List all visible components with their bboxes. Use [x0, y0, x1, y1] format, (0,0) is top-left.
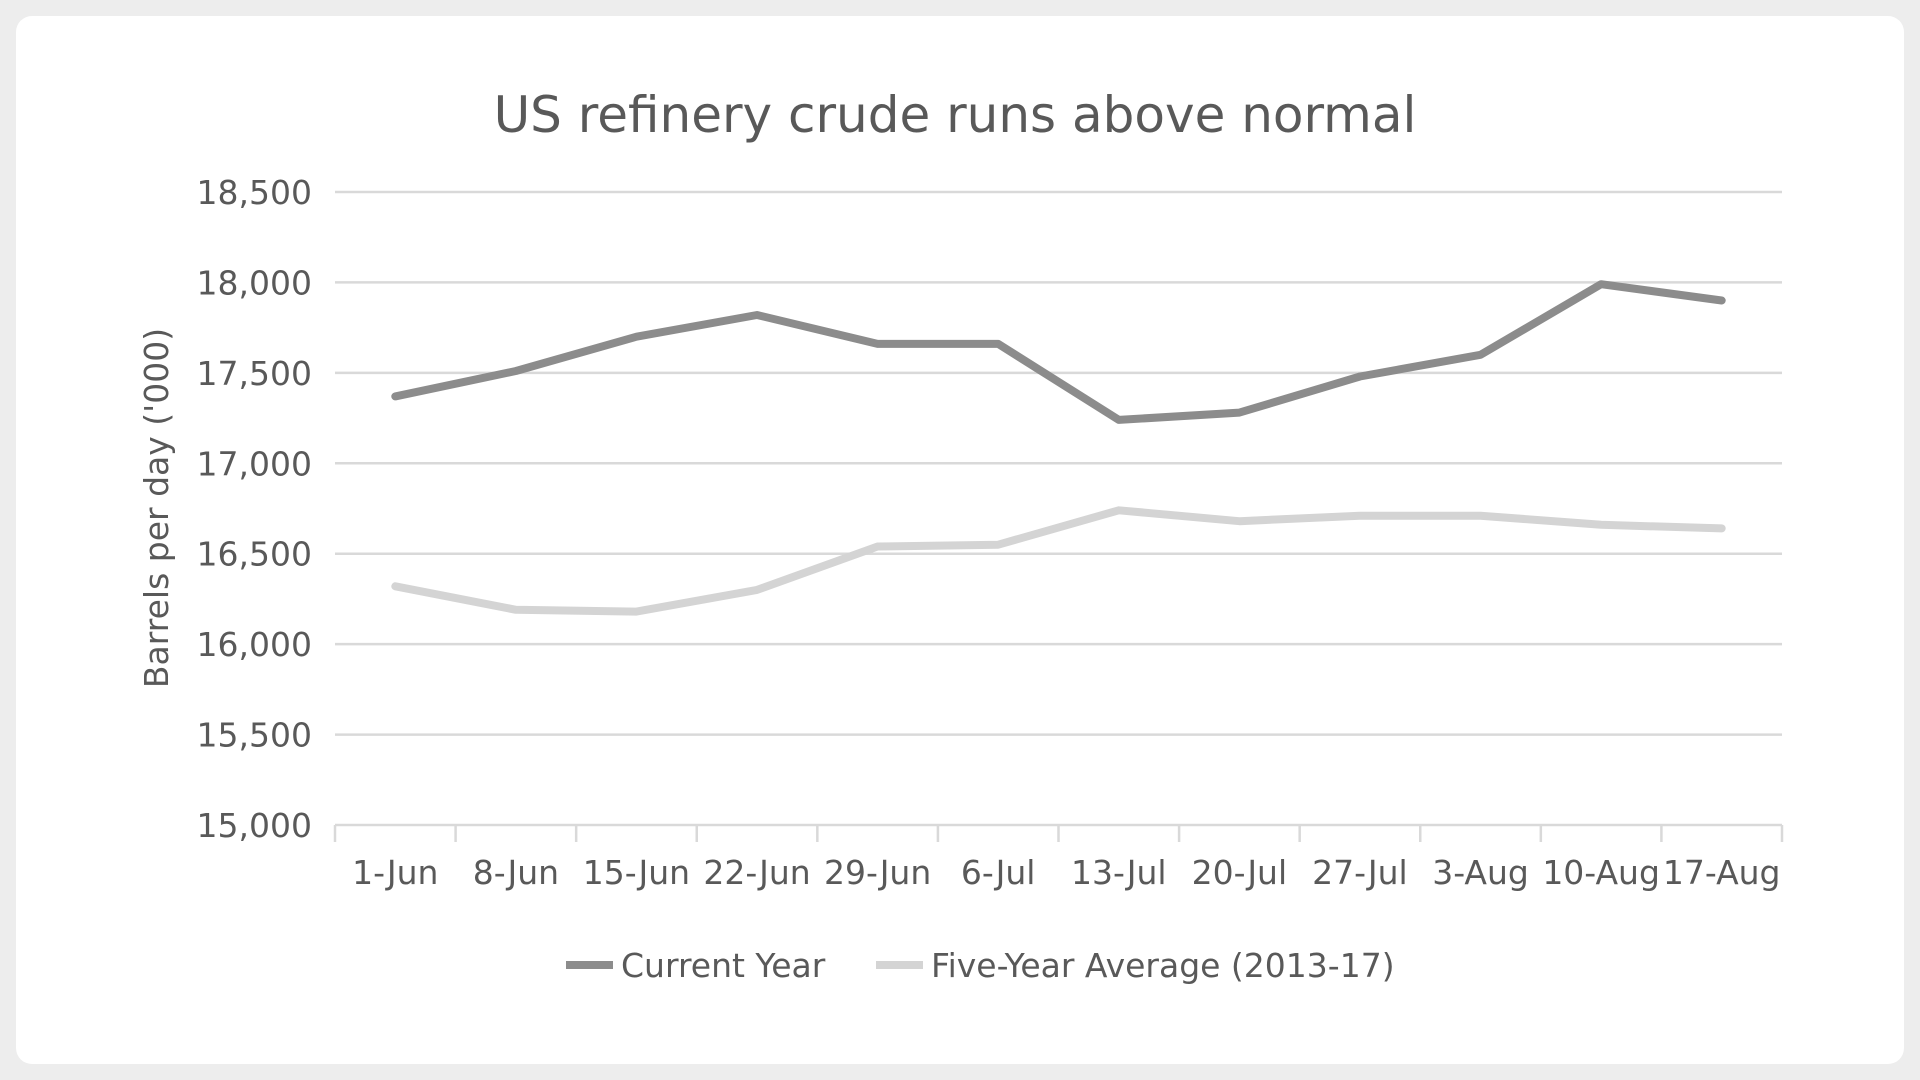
y-axis-title: Barrels per day ('000) — [137, 328, 176, 688]
x-tick-label: 10-Aug — [1542, 853, 1660, 892]
x-tick-label: 13-Jul — [1071, 853, 1167, 892]
y-tick-label: 16,000 — [197, 625, 312, 664]
series-line-0 — [391, 280, 1726, 424]
legend-label: Five-Year Average (2013-17) — [931, 946, 1395, 985]
x-tick-label: 3-Aug — [1432, 853, 1529, 892]
legend: Current Year Five-Year Average (2013-17) — [566, 946, 1395, 985]
y-tick-label: 15,000 — [197, 806, 312, 845]
y-tick-label: 16,500 — [197, 535, 312, 574]
chart-card — [16, 16, 1904, 1064]
legend-label: Current Year — [621, 946, 826, 985]
y-tick-label: 15,500 — [197, 716, 312, 755]
y-axis-ticks: 15,000 15,500 16,000 16,500 17,000 17,500 18,0… — [197, 173, 312, 845]
x-tick-label: 8-Jun — [473, 853, 559, 892]
x-axis: 1-Jun 8-Jun 15-Jun 22-Jun 29-Jun 6-Jul 13-Jul 2… — [333, 823, 1784, 892]
series-lines — [391, 280, 1726, 616]
x-tick-label: 27-Jul — [1312, 853, 1408, 892]
y-tick-label: 18,000 — [197, 263, 312, 302]
x-tick-label: 20-Jul — [1192, 853, 1288, 892]
y-tick-label: 17,000 — [197, 444, 312, 483]
x-tick-label: 15-Jun — [583, 853, 690, 892]
y-tick-label: 17,500 — [197, 354, 312, 393]
x-tick-label: 29-Jun — [824, 853, 931, 892]
x-tick-label: 1-Jun — [352, 853, 438, 892]
series-line-1 — [391, 506, 1726, 616]
x-tick-label: 17-Aug — [1663, 853, 1781, 892]
chart-title: US refinery crude runs above normal — [494, 86, 1417, 144]
y-tick-label: 18,500 — [197, 173, 312, 212]
x-tick-label: 6-Jul — [961, 853, 1036, 892]
x-tick-label: 22-Jun — [703, 853, 810, 892]
gridlines — [335, 190, 1782, 736]
